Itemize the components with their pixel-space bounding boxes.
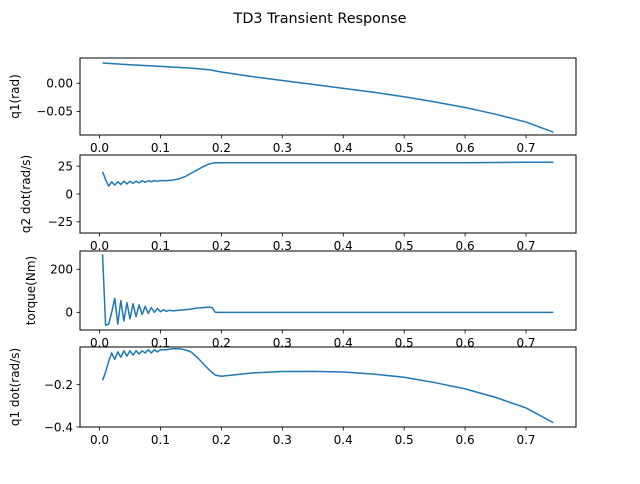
x-tick-label: 0.1 xyxy=(151,141,170,155)
y-tick-label: −25 xyxy=(48,215,73,229)
x-tick-label: 0.3 xyxy=(273,239,292,253)
axes-frame-1 xyxy=(79,57,577,136)
x-tick-label: 0.0 xyxy=(90,141,109,155)
axes-frame-3 xyxy=(79,250,577,331)
subplot-2: 0.0 0.1 0.2 0.3 0.4 0.5 0.6 0.7 25 0 −25 q2 dot(rad… xyxy=(19,154,577,253)
subplot-3: 0.0 0.1 0.2 0.3 0.4 0.5 0.6 0.7 200 0 torque(Nm) xyxy=(24,250,577,350)
x-tick-label: 0.5 xyxy=(395,239,414,253)
y-tick-label: 0 xyxy=(65,187,73,201)
subplot-1: 0.0 0.1 0.2 0.3 0.4 0.5 0.6 0.7 0.00 −0.05 q1(rad) xyxy=(8,57,577,155)
series-line-4-1 xyxy=(101,347,554,424)
series-line-2-1 xyxy=(101,161,554,187)
x-tick-label: 0.7 xyxy=(516,141,535,155)
y-tick-label: 25 xyxy=(58,159,73,173)
subplot-4: 0.0 0.1 0.2 0.3 0.4 0.5 0.6 0.7 −0.2 −0.4 q1 dot(r… xyxy=(8,346,577,447)
axes-frame-4 xyxy=(79,346,577,428)
y-tick-label: 0.00 xyxy=(46,77,73,91)
axes-frame-2 xyxy=(79,154,577,234)
y-axis-label-4: q1 dot(rad/s) xyxy=(8,348,22,426)
x-tick-label: 0.7 xyxy=(516,336,535,350)
axes-container: 0.0 0.1 0.2 0.3 0.4 0.5 0.6 0.70.00−0.05q1(rad)… xyxy=(8,57,577,447)
x-tick-label: 0.6 xyxy=(456,141,475,155)
x-tick-label: 0.7 xyxy=(516,239,535,253)
x-tick-label: 0.2 xyxy=(212,336,231,350)
y-tick-label: −0.2 xyxy=(44,378,73,392)
x-tick-label: 0.2 xyxy=(212,141,231,155)
y-axis-label-1: q1(rad) xyxy=(8,74,22,119)
y-tick-label: −0.05 xyxy=(36,105,73,119)
x-tick-label: 0.0 xyxy=(90,239,109,253)
series-line-1-1 xyxy=(102,62,554,133)
y-axis-label-2: q2 dot(rad/s) xyxy=(19,155,33,233)
series-line-3-1 xyxy=(101,254,554,327)
x-tick-label: 0.4 xyxy=(334,336,353,350)
x-tick-label: 0.3 xyxy=(273,336,292,350)
figure-title: TD3 Transient Response xyxy=(233,11,407,27)
y-tick-label: 0 xyxy=(65,306,73,320)
x-tick-label: 0.6 xyxy=(456,433,475,447)
x-tick-label: 0.6 xyxy=(456,336,475,350)
x-tick-label: 0.4 xyxy=(334,239,353,253)
x-tick-label: 0.5 xyxy=(395,141,414,155)
x-tick-label: 0.4 xyxy=(334,141,353,155)
x-tick-label: 0.6 xyxy=(456,239,475,253)
x-tick-label: 0.1 xyxy=(151,433,170,447)
x-tick-label: 0.0 xyxy=(90,336,109,350)
x-tick-label: 0.1 xyxy=(151,336,170,350)
x-tick-label: 0.3 xyxy=(273,141,292,155)
x-tick-label: 0.4 xyxy=(334,433,353,447)
x-tick-label: 0.3 xyxy=(273,433,292,447)
x-tick-label: 0.2 xyxy=(212,433,231,447)
x-tick-label: 0.5 xyxy=(395,433,414,447)
y-tick-label: −0.4 xyxy=(44,420,73,434)
x-tick-label: 0.5 xyxy=(395,336,414,350)
x-tick-label: 0.0 xyxy=(90,433,109,447)
x-tick-label: 0.2 xyxy=(212,239,231,253)
x-tick-label: 0.7 xyxy=(516,433,535,447)
x-tick-label: 0.1 xyxy=(151,239,170,253)
y-tick-label: 200 xyxy=(50,263,73,277)
y-axis-label-3: torque(Nm) xyxy=(24,256,38,325)
